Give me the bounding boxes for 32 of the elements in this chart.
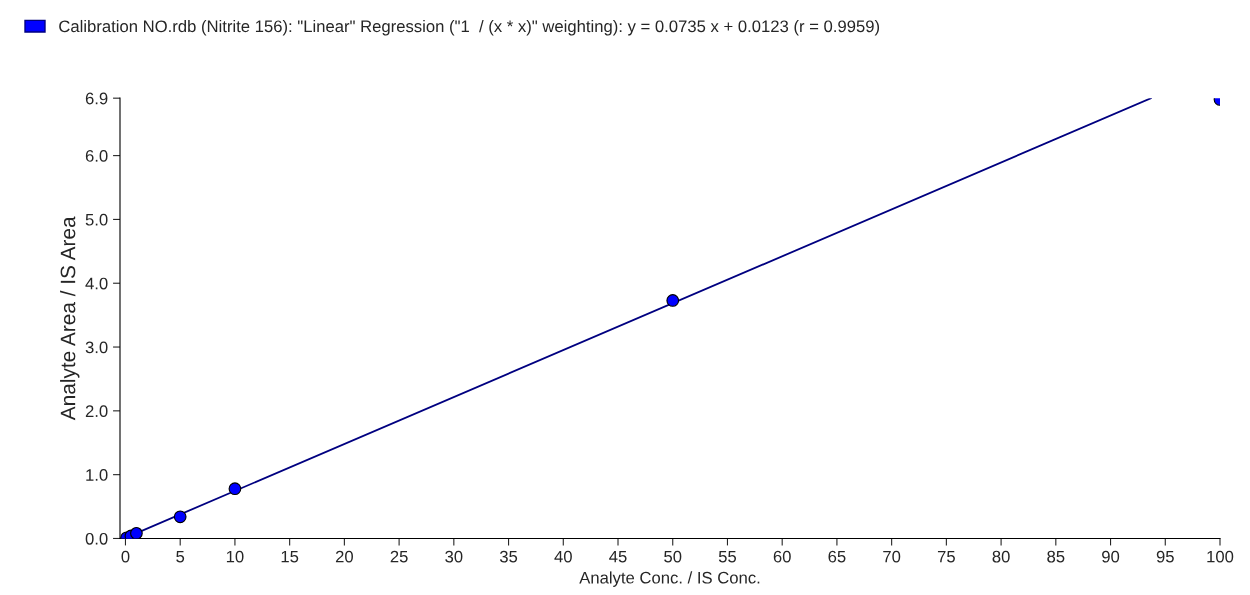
x-tick-label: 0 [121, 550, 130, 563]
legend-label: Calibration NO.rdb (Nitrite 156): "Linear" Regression ("1 / (x * x)" weighting): y = 0.0735 x + 0.0123 (r = 0.9959) [59, 19, 880, 36]
x-tick-label: 35 [499, 550, 518, 563]
x-tick-label: 70 [883, 550, 901, 563]
x-tick-label: 45 [609, 550, 627, 563]
x-tick-label: 85 [1047, 550, 1065, 563]
x-tick-label: 5 [176, 550, 185, 563]
x-tick-label: 60 [773, 550, 791, 563]
x-tick-label: 80 [992, 550, 1010, 563]
y-tick-label: 6.9 [85, 92, 108, 105]
x-tick-label: 65 [828, 550, 846, 563]
x-tick-label: 15 [281, 550, 299, 563]
x-tick-label: 20 [335, 550, 353, 563]
x-tick-label: 30 [445, 550, 463, 563]
y-tick-label: 1.0 [86, 469, 108, 481]
x-tick-label: 50 [664, 550, 682, 563]
y-tick-label: 3.0 [85, 341, 108, 354]
y-tick-label: 6.0 [85, 150, 108, 162]
x-tick-label: 95 [1156, 550, 1174, 563]
x-tick-label: 75 [937, 550, 955, 563]
x-axis-title: Analyte Conc. / IS Conc. [579, 571, 760, 587]
y-axis-title: Analyte Area / IS Area [60, 216, 80, 421]
y-tick-label: 0.0 [85, 532, 108, 545]
y-tick-label: 5.0 [85, 213, 108, 226]
x-tick-label: 90 [1102, 550, 1120, 563]
x-tick-label: 10 [226, 550, 244, 563]
x-tick-label: 40 [554, 550, 572, 563]
y-tick-label: 2.0 [85, 405, 108, 418]
x-tick-label: 25 [390, 550, 408, 563]
y-tick-label: 4.0 [85, 277, 108, 290]
x-tick-label: 55 [718, 550, 737, 563]
x-tick-label: 100 [1207, 550, 1234, 563]
